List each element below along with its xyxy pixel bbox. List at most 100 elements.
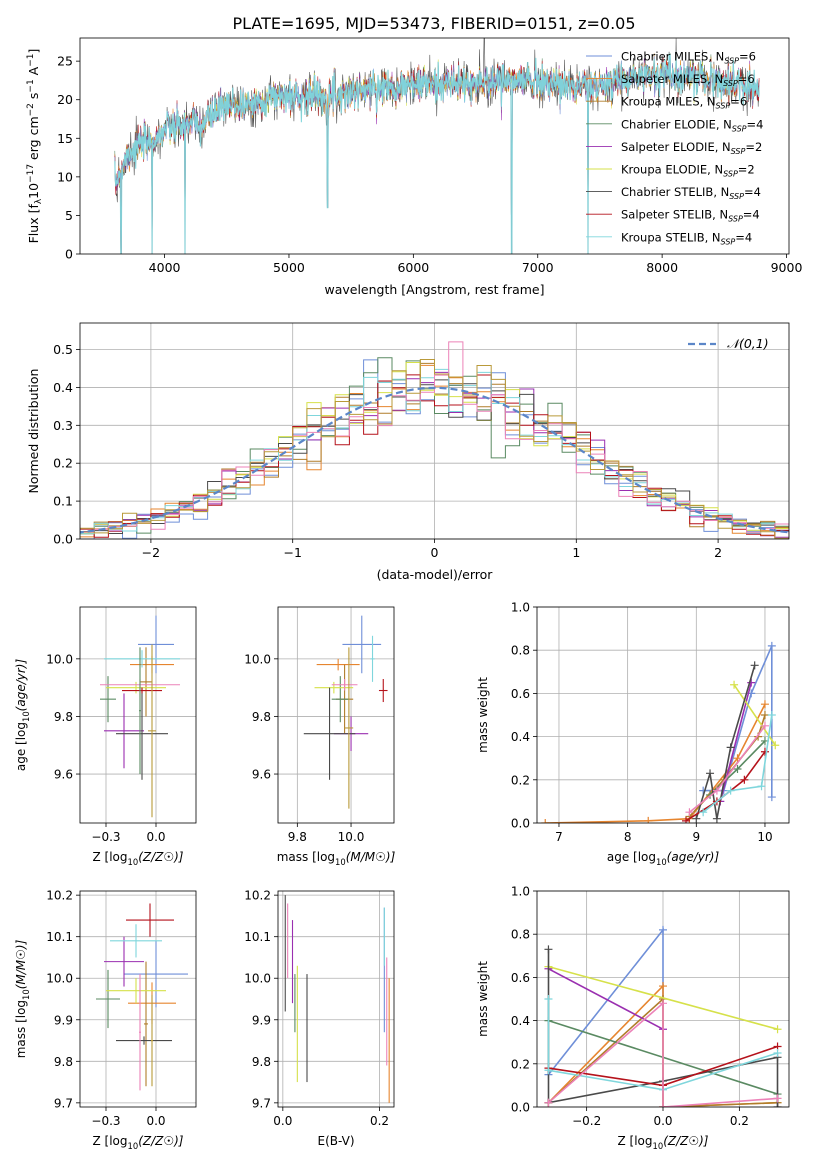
weight-marker bbox=[682, 816, 691, 823]
y-tick-label: 9.9 bbox=[252, 1013, 271, 1027]
y-label-part: A bbox=[26, 66, 41, 79]
axes-frame bbox=[536, 606, 790, 824]
axes-frame bbox=[79, 37, 790, 255]
y-tick-label: 0.2 bbox=[53, 456, 73, 471]
plot-area-weight-age bbox=[541, 641, 780, 823]
weight-line-9 bbox=[547, 999, 778, 1091]
y-tick-label: 10.0 bbox=[46, 972, 73, 986]
legend-entry: Kroupa ELODIE, NSSP=2 bbox=[621, 163, 755, 179]
legend-entry: Salpeter ELODIE, NSSP=2 bbox=[621, 140, 762, 156]
label-sub: 10 bbox=[653, 1141, 664, 1151]
legend-sub: SSP bbox=[716, 102, 731, 111]
histogram-6 bbox=[80, 362, 789, 536]
weight-marker bbox=[644, 816, 653, 823]
x-tick-label: 8 bbox=[624, 830, 632, 844]
x-tick-label: −0.3 bbox=[91, 1114, 120, 1128]
x-tick-label: 5000 bbox=[273, 260, 305, 275]
x-tick-label: 7 bbox=[555, 830, 563, 844]
label-sub: 10 bbox=[21, 711, 31, 722]
weight-marker bbox=[726, 743, 735, 752]
x-tick-label: 10.0 bbox=[338, 830, 365, 844]
x-tick-label: −0.3 bbox=[91, 830, 120, 844]
y-label-part: −2 bbox=[26, 103, 36, 116]
weight-marker bbox=[659, 982, 667, 991]
weight-marker bbox=[692, 814, 701, 823]
label-main: mass weight bbox=[476, 677, 490, 753]
legend-nval: =4 bbox=[747, 117, 764, 131]
y-tick-label: 10.2 bbox=[244, 889, 271, 903]
legend-label: Kroupa STELIB, N bbox=[621, 230, 721, 244]
legend-entry: 𝒩(0,1) bbox=[727, 336, 769, 351]
weight-marker bbox=[760, 747, 769, 756]
legend-entry: Salpeter MILES, NSSP=6 bbox=[621, 72, 755, 88]
weight-marker bbox=[699, 808, 708, 817]
y-tick-label: 0.0 bbox=[53, 532, 73, 547]
axes-frame bbox=[277, 890, 395, 1108]
label-sub: 10 bbox=[335, 857, 346, 867]
label-main: Z [log bbox=[93, 850, 128, 864]
label-main: E(B-V) bbox=[317, 1134, 354, 1148]
y-tick-label: 0.8 bbox=[511, 644, 530, 658]
x-tick-label: 1 bbox=[572, 545, 580, 560]
y-tick-label: 9.8 bbox=[54, 710, 73, 724]
weight-marker bbox=[659, 999, 667, 1008]
label-tail: (age/yr)] bbox=[667, 850, 720, 864]
x-axis-label: mass [log10(M/M☉)] bbox=[277, 850, 396, 867]
y-tick-label: 9.8 bbox=[252, 1055, 271, 1069]
label-tail: (Z/Z☉)] bbox=[138, 850, 184, 864]
weight-marker bbox=[773, 1103, 782, 1107]
weight-marker bbox=[544, 1098, 553, 1107]
y-tick-label: 10.2 bbox=[46, 889, 73, 903]
y-label-part: −17 bbox=[26, 164, 36, 183]
weight-line-5 bbox=[548, 968, 664, 1030]
y-label-part: erg cm bbox=[26, 116, 41, 164]
weight-marker bbox=[544, 995, 553, 1003]
y-tick-label: 10.1 bbox=[46, 930, 73, 944]
legend-sub: SSP bbox=[728, 215, 743, 224]
y-axis-label: mass weight bbox=[476, 677, 490, 753]
y-tick-label: 0.2 bbox=[511, 773, 530, 787]
y-label-part: 10 bbox=[26, 183, 41, 199]
y-tick-label: 10 bbox=[57, 169, 73, 184]
y-tick-label: 9.6 bbox=[54, 768, 73, 782]
weight-marker bbox=[730, 680, 739, 689]
x-tick-label: 9000 bbox=[771, 260, 803, 275]
y-label-part: ] bbox=[26, 49, 41, 54]
legend-label: Salpeter STELIB, N bbox=[621, 208, 728, 222]
x-tick-label: −1 bbox=[283, 545, 301, 560]
weight-marker bbox=[726, 786, 735, 795]
x-tick-label: 4000 bbox=[149, 260, 181, 275]
legend-nval: =6 bbox=[738, 72, 755, 86]
x-axis-label: Z [log10(Z/Z☉)] bbox=[93, 850, 184, 867]
label-main: age [log bbox=[14, 722, 28, 771]
x-tick-label: 9.8 bbox=[288, 830, 307, 844]
plot-area-mass-age bbox=[303, 615, 388, 809]
y-tick-label: 0.2 bbox=[511, 1057, 530, 1071]
histogram-11 bbox=[80, 359, 789, 539]
x-tick-label: 0.0 bbox=[146, 1114, 165, 1128]
figure-title: PLATE=1695, MJD=53473, FIBERID=0151, z=0… bbox=[232, 14, 635, 33]
weight-marker bbox=[750, 661, 759, 670]
weight-marker bbox=[544, 945, 553, 954]
legend-sub: SSP bbox=[724, 57, 739, 66]
weight-marker bbox=[760, 721, 769, 730]
weight-marker bbox=[541, 819, 550, 823]
y-tick-label: 9.9 bbox=[54, 1013, 73, 1027]
y-tick-label: 0.0 bbox=[511, 1101, 530, 1115]
y-tick-label: 0 bbox=[65, 247, 73, 262]
label-main: mass [log bbox=[14, 1000, 28, 1058]
legend-sub: SSP bbox=[732, 124, 747, 133]
legend-entry: Chabrier ELODIE, NSSP=4 bbox=[621, 117, 763, 133]
normal-curve bbox=[80, 386, 789, 534]
weight-line-10 bbox=[547, 1001, 778, 1107]
weight-line-6 bbox=[548, 965, 778, 1030]
x-tick-label: 7000 bbox=[522, 260, 554, 275]
label-main: age [log bbox=[607, 850, 656, 864]
label-tail: (Z/Z☉)] bbox=[138, 1134, 184, 1148]
legend-nval: =4 bbox=[735, 230, 752, 244]
weight-marker bbox=[544, 1066, 553, 1075]
x-tick-label: 0.0 bbox=[146, 830, 165, 844]
plot-area-z-mass bbox=[96, 903, 188, 1091]
